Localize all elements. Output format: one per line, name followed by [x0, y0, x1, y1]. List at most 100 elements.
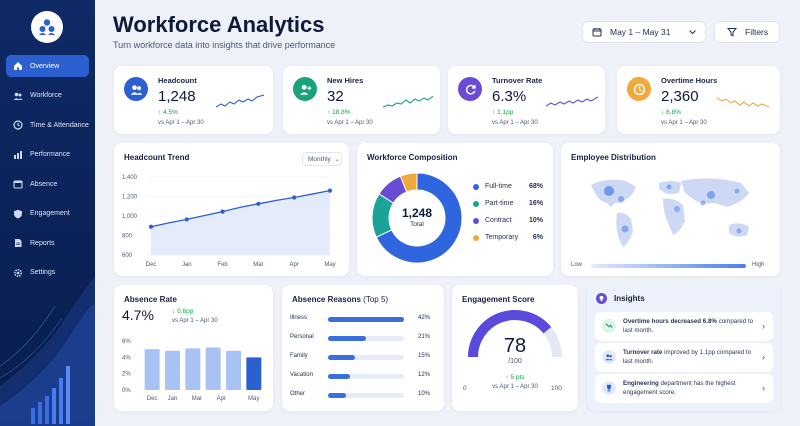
gauge-max-label: 100 — [551, 385, 562, 392]
sidebar-item-label: Engagement — [30, 210, 70, 217]
headcount-trend-card: Headcount Trend Monthly ⌄ 1,400 1,200 1,00… — [114, 143, 349, 276]
headcount-trend-chart: 1,400 1,200 1,000 800 600 Dec Jan Feb Mar Apr May — [122, 175, 336, 268]
trend-point — [256, 201, 261, 206]
trend-point — [220, 209, 225, 214]
absence-rate-value: 4.7% — [122, 307, 154, 323]
engagement-delta: ↑ 5 pts — [505, 374, 525, 381]
card-title-text: Absence Reasons — [292, 295, 361, 304]
sidebar: Overview Workforce Time & Attendance Per… — [0, 0, 95, 426]
chevron-down-icon: ⌄ — [334, 156, 340, 163]
legend-label: Part-time — [485, 200, 514, 207]
kpi-delta: ↓ 6.8% — [661, 109, 681, 116]
reason-track — [328, 393, 404, 398]
trend-point — [292, 195, 297, 200]
insight-text: Engineering department has the highest e… — [623, 379, 758, 397]
sidebar-item-overview[interactable]: Overview — [6, 55, 89, 77]
people-icon — [124, 77, 148, 101]
absence-bar — [205, 347, 221, 390]
kpi-label: Turnover Rate — [492, 76, 543, 85]
insight-item[interactable]: Engineering department has the highest e… — [595, 374, 773, 403]
legend-item: Part-time 16% — [473, 200, 543, 207]
sidebar-item-reports[interactable]: Reports — [6, 232, 89, 254]
kpi-comparison: vs Apr 1 – Apr 30 — [327, 120, 373, 126]
legend-item: Full-time 68% — [473, 183, 543, 190]
trend-line — [150, 190, 331, 228]
employee-distribution-card: Employee Distribution Low High — [561, 143, 780, 276]
y-tick-label: 1,400 — [122, 175, 138, 181]
filters-button[interactable]: Filters — [714, 21, 780, 43]
legend-value: 6% — [532, 234, 543, 241]
card-title: Headcount Trend — [124, 153, 190, 162]
legend-item: Temporary 6% — [473, 234, 543, 241]
absence-rate-card: Absence Rate 4.7% ↓ 0.6pp vs Apr 1 – Apr… — [114, 285, 273, 411]
insight-rest: department has the highest engagement sc… — [623, 380, 736, 396]
sidebar-item-performance[interactable]: Performance — [6, 144, 89, 166]
sidebar-item-label: Overview — [30, 62, 60, 70]
engagement-score-max: /100 — [508, 358, 522, 365]
period-select[interactable]: Monthly ⌄ — [302, 152, 342, 166]
donut-slice — [399, 172, 418, 193]
page-subtitle: Turn workforce data into insights that d… — [113, 40, 336, 50]
trend-point — [148, 224, 154, 229]
map-hotspot — [666, 184, 672, 190]
trend-down-icon — [602, 319, 616, 333]
kpi-card-new-hires[interactable]: New Hires 32 ↑ 18.8% vs Apr 1 – Apr 30 — [283, 66, 440, 134]
reason-row: Personal 21% — [290, 333, 430, 343]
sidebar-item-label: Absence — [30, 180, 58, 188]
kpi-card-turnover-rate[interactable]: Turnover Rate 6.3% ↑ 1.1pp vs Apr 1 – Ap… — [448, 66, 605, 134]
legend-dot — [473, 183, 479, 190]
kpi-delta: ↑ 1.1pp — [492, 109, 514, 116]
sidebar-item-time-attendance[interactable]: Time & Attendance — [6, 114, 89, 136]
x-tick-label: Jan — [182, 262, 192, 268]
reason-track — [328, 374, 404, 379]
legend-label: Contract — [485, 217, 512, 224]
kpi-card-overtime-hours[interactable]: Overtime Hours 2,360 ↓ 6.8% vs Apr 1 – A… — [617, 66, 780, 134]
map-hotspot — [618, 196, 624, 202]
page-title: Workforce Analytics — [113, 12, 325, 37]
insight-bold: Turnover rate — [623, 349, 663, 356]
insight-bold: Engineering — [623, 380, 659, 387]
donut-total-value: 1,248 — [401, 206, 433, 220]
card-title: Absence Rate — [124, 295, 177, 304]
sidebar-item-workforce[interactable]: Workforce — [6, 85, 89, 107]
absence-reasons-card: Absence Reasons (Top 5) Illness 42% Person… — [282, 285, 444, 411]
gear-icon — [13, 268, 23, 278]
color-scale-bar — [591, 264, 746, 268]
sidebar-item-engagement[interactable]: Engagement — [6, 203, 89, 225]
kpi-delta-value: 1.1pp — [497, 109, 514, 116]
reason-bar — [328, 317, 404, 322]
chevron-right-icon: › — [762, 383, 765, 393]
kpi-comparison: vs Apr 1 – Apr 30 — [158, 120, 204, 126]
calendar-icon — [592, 27, 602, 37]
insights-card: Insights Overtime hours decreased 6.8% c… — [587, 285, 780, 411]
x-tick-label: May — [324, 262, 335, 268]
sidebar-item-absence[interactable]: Absence — [6, 173, 89, 195]
absence-bar — [226, 350, 241, 390]
map-hotspot — [736, 228, 742, 234]
gauge-fill — [468, 310, 552, 358]
insight-item[interactable]: Overtime hours decreased 6.8% compared t… — [595, 312, 773, 341]
chevron-right-icon: › — [762, 352, 765, 362]
clock-icon — [13, 120, 23, 130]
x-tick-label: Mar — [253, 262, 263, 268]
absence-rate-delta: ↓ 0.6pp — [172, 308, 194, 315]
filters-label: Filters — [745, 27, 769, 37]
reason-track — [328, 336, 404, 341]
absence-bar — [165, 350, 180, 390]
trend-point — [184, 217, 189, 222]
sidebar-item-settings[interactable]: Settings — [6, 262, 89, 284]
home-icon — [13, 61, 23, 71]
shield-icon — [13, 209, 23, 219]
kpi-value: 6.3% — [492, 88, 527, 105]
reason-row: Illness 42% — [290, 314, 430, 324]
map-hotspot — [604, 186, 614, 196]
kpi-card-headcount[interactable]: Headcount 1,248 ↑ 4.5% vs Apr 1 – Apr 30 — [114, 66, 273, 134]
app-logo[interactable] — [31, 11, 63, 43]
x-tick-label: Apr — [217, 396, 226, 402]
reason-label: Other — [290, 391, 306, 397]
insight-item[interactable]: Turnover rate improved by 1.1pp compared… — [595, 343, 773, 372]
reason-row: Vacation 12% — [290, 371, 430, 381]
reason-track — [328, 317, 404, 322]
reason-label: Illness — [290, 315, 308, 321]
date-range-picker[interactable]: May 1 – May 31 — [582, 21, 706, 43]
